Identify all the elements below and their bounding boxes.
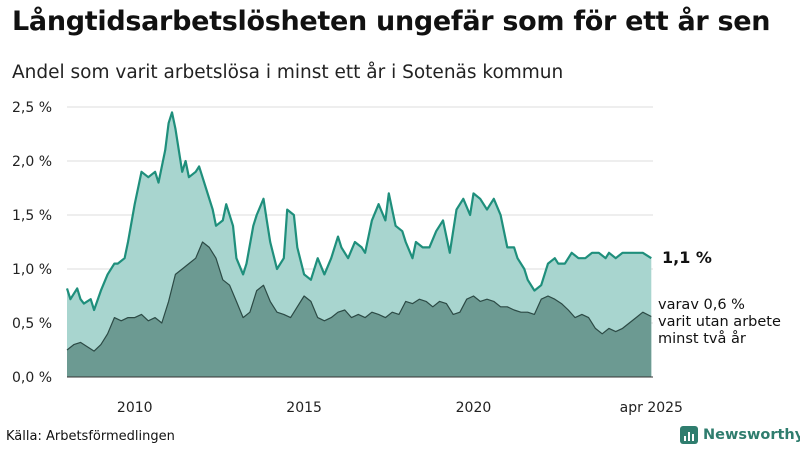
area-longterm <box>67 242 652 377</box>
x-tick-label: 2020 <box>456 400 492 416</box>
chart-title: Långtidsarbetslösheten ungefär som för e… <box>12 6 771 37</box>
end-label-total: 1,1 % <box>662 248 712 267</box>
end-label-longterm-line: minst två år <box>658 330 746 347</box>
brand-name: Newsworthy <box>703 427 800 443</box>
end-label-longterm-line: varit utan arbete <box>658 314 781 330</box>
x-tick-label: apr 2025 <box>620 400 683 416</box>
y-tick-label: 1,5 % <box>12 208 52 224</box>
end-label-longterm-line: varav 0,6 % <box>658 297 745 313</box>
brand-logo: Newsworthy <box>680 426 800 444</box>
y-tick-label: 2,0 % <box>12 154 52 170</box>
y-axis: 0,0 % 0,5 % 1,0 % 1,5 % 2,0 % 2,5 % <box>12 100 52 386</box>
line-longterm <box>66 241 652 352</box>
chart-subtitle: Andel som varit arbetslösa i minst ett å… <box>12 62 564 83</box>
line-total <box>65 111 652 312</box>
x-tick-label: 2015 <box>286 400 322 416</box>
source-note: Källa: Arbetsförmedlingen <box>6 429 175 444</box>
y-tick-label: 0,5 % <box>12 316 52 332</box>
y-tick-label: 2,5 % <box>12 100 52 116</box>
x-tick-label: 2010 <box>117 400 153 416</box>
x-axis: 2010 2015 2020 apr 2025 <box>117 400 683 416</box>
y-tick-label: 0,0 % <box>12 370 52 386</box>
chart-areas <box>65 111 653 378</box>
bar-chart-logo-icon <box>680 426 698 444</box>
y-tick-label: 1,0 % <box>12 262 52 278</box>
